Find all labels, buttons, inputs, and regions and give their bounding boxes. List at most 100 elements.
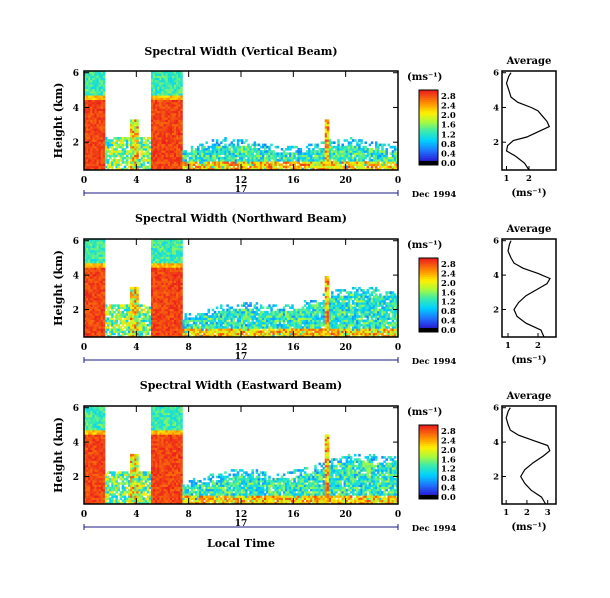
heatmap-cell — [90, 273, 93, 277]
heatmap-cell — [157, 332, 160, 336]
heatmap-cell — [176, 273, 179, 277]
heatmap-cell — [180, 315, 183, 318]
heatmap-cell — [331, 165, 334, 169]
heatmap-cell — [92, 108, 95, 111]
heatmap-cell — [155, 249, 158, 253]
heatmap-cell — [249, 302, 252, 305]
heatmap-cell — [88, 112, 91, 116]
heatmap-cell — [84, 95, 87, 98]
heatmap-cell — [163, 150, 167, 153]
heatmap-cell — [326, 280, 330, 283]
heatmap-cell — [94, 132, 97, 136]
heatmap-cell — [102, 282, 106, 286]
heatmap-cell — [132, 289, 135, 292]
heatmap-cell — [259, 310, 263, 314]
heatmap-cell — [159, 249, 162, 253]
heatmap-cell — [98, 297, 102, 301]
heatmap-cell — [176, 86, 179, 89]
heatmap-cell — [159, 304, 162, 307]
heatmap-cell — [178, 79, 181, 83]
heatmap-cell — [261, 321, 265, 325]
heatmap-cell — [261, 310, 265, 314]
heatmap-cell — [184, 313, 187, 316]
heatmap-cell — [117, 334, 120, 338]
heatmap-cell — [387, 161, 391, 164]
heatmap-cell — [305, 323, 309, 327]
heatmap-cell — [295, 161, 298, 164]
heatmap-cell — [339, 145, 342, 149]
heatmap-cell — [163, 299, 167, 303]
heatmap-cell — [385, 148, 388, 151]
heatmap-cell — [84, 75, 87, 78]
heatmap-cell — [301, 328, 305, 331]
heatmap-cell — [259, 163, 263, 166]
heatmap-cell — [320, 308, 324, 312]
heatmap-cell — [203, 165, 206, 169]
heatmap-cell — [84, 321, 87, 325]
heatmap-cell — [184, 317, 187, 320]
heatmap-cell — [213, 159, 217, 162]
heatmap-cell — [370, 148, 374, 151]
heatmap-cell — [182, 334, 185, 338]
heatmap-cell — [138, 163, 141, 166]
heatmap-cell — [318, 332, 321, 336]
heatmap-cell — [182, 163, 185, 166]
heatmap-cell — [163, 260, 167, 264]
heatmap-cell — [169, 313, 173, 316]
heatmap-cell — [90, 269, 93, 273]
heatmap-cell — [280, 167, 284, 171]
heatmap-cell — [249, 163, 252, 166]
heatmap-cell — [174, 295, 177, 299]
heatmap-cell — [335, 156, 338, 160]
heatmap-cell — [199, 334, 202, 338]
heatmap-cell — [180, 84, 183, 87]
heatmap-cell — [125, 156, 129, 160]
heatmap-cell — [159, 276, 162, 279]
heatmap-cell — [176, 302, 179, 305]
heatmap-cell — [98, 161, 102, 164]
heatmap-cell — [111, 323, 114, 327]
heatmap-cell — [349, 143, 353, 147]
heatmap-cell — [127, 306, 131, 310]
heatmap-cell — [278, 315, 282, 318]
heatmap-cell — [98, 156, 102, 160]
heatmap-cell — [312, 315, 315, 318]
heatmap-cell — [207, 156, 210, 160]
heatmap-cell — [326, 293, 330, 297]
heatmap-cell — [155, 267, 158, 270]
heatmap-cell — [157, 243, 160, 246]
heatmap-cell — [102, 262, 106, 266]
heatmap-cell — [115, 137, 118, 140]
heatmap-cell — [90, 112, 93, 116]
heatmap-cell — [155, 115, 158, 118]
heatmap-cell — [161, 330, 164, 334]
heatmap-cell — [171, 247, 175, 251]
heatmap-cell — [98, 159, 102, 162]
heatmap-cell — [241, 148, 244, 151]
heatmap-cell — [207, 167, 210, 171]
heatmap-cell — [253, 150, 257, 153]
heatmap-cell — [192, 334, 196, 338]
heatmap-cell — [236, 323, 240, 327]
heatmap-cell — [161, 315, 164, 318]
heatmap-cell — [268, 148, 271, 151]
heatmap-cell — [178, 262, 181, 266]
heatmap-cell — [255, 159, 259, 162]
heatmap-cell — [270, 306, 273, 310]
heatmap-cell — [284, 319, 288, 323]
heatmap-cell — [257, 148, 261, 151]
heatmap-cell — [169, 247, 173, 251]
heatmap-cell — [157, 97, 160, 100]
heatmap-cell — [84, 299, 87, 303]
heatmap-cell — [301, 334, 305, 338]
heatmap-cell — [94, 143, 97, 147]
heatmap-cell — [153, 119, 156, 122]
heatmap-cell — [94, 137, 97, 140]
heatmap-cell — [134, 134, 137, 138]
heatmap-cell — [326, 306, 330, 310]
heatmap-cell — [102, 245, 106, 249]
heatmap-cell — [207, 165, 210, 169]
heatmap-cell — [274, 152, 277, 155]
heatmap-cell — [94, 282, 97, 286]
heatmap-cell — [161, 249, 164, 253]
